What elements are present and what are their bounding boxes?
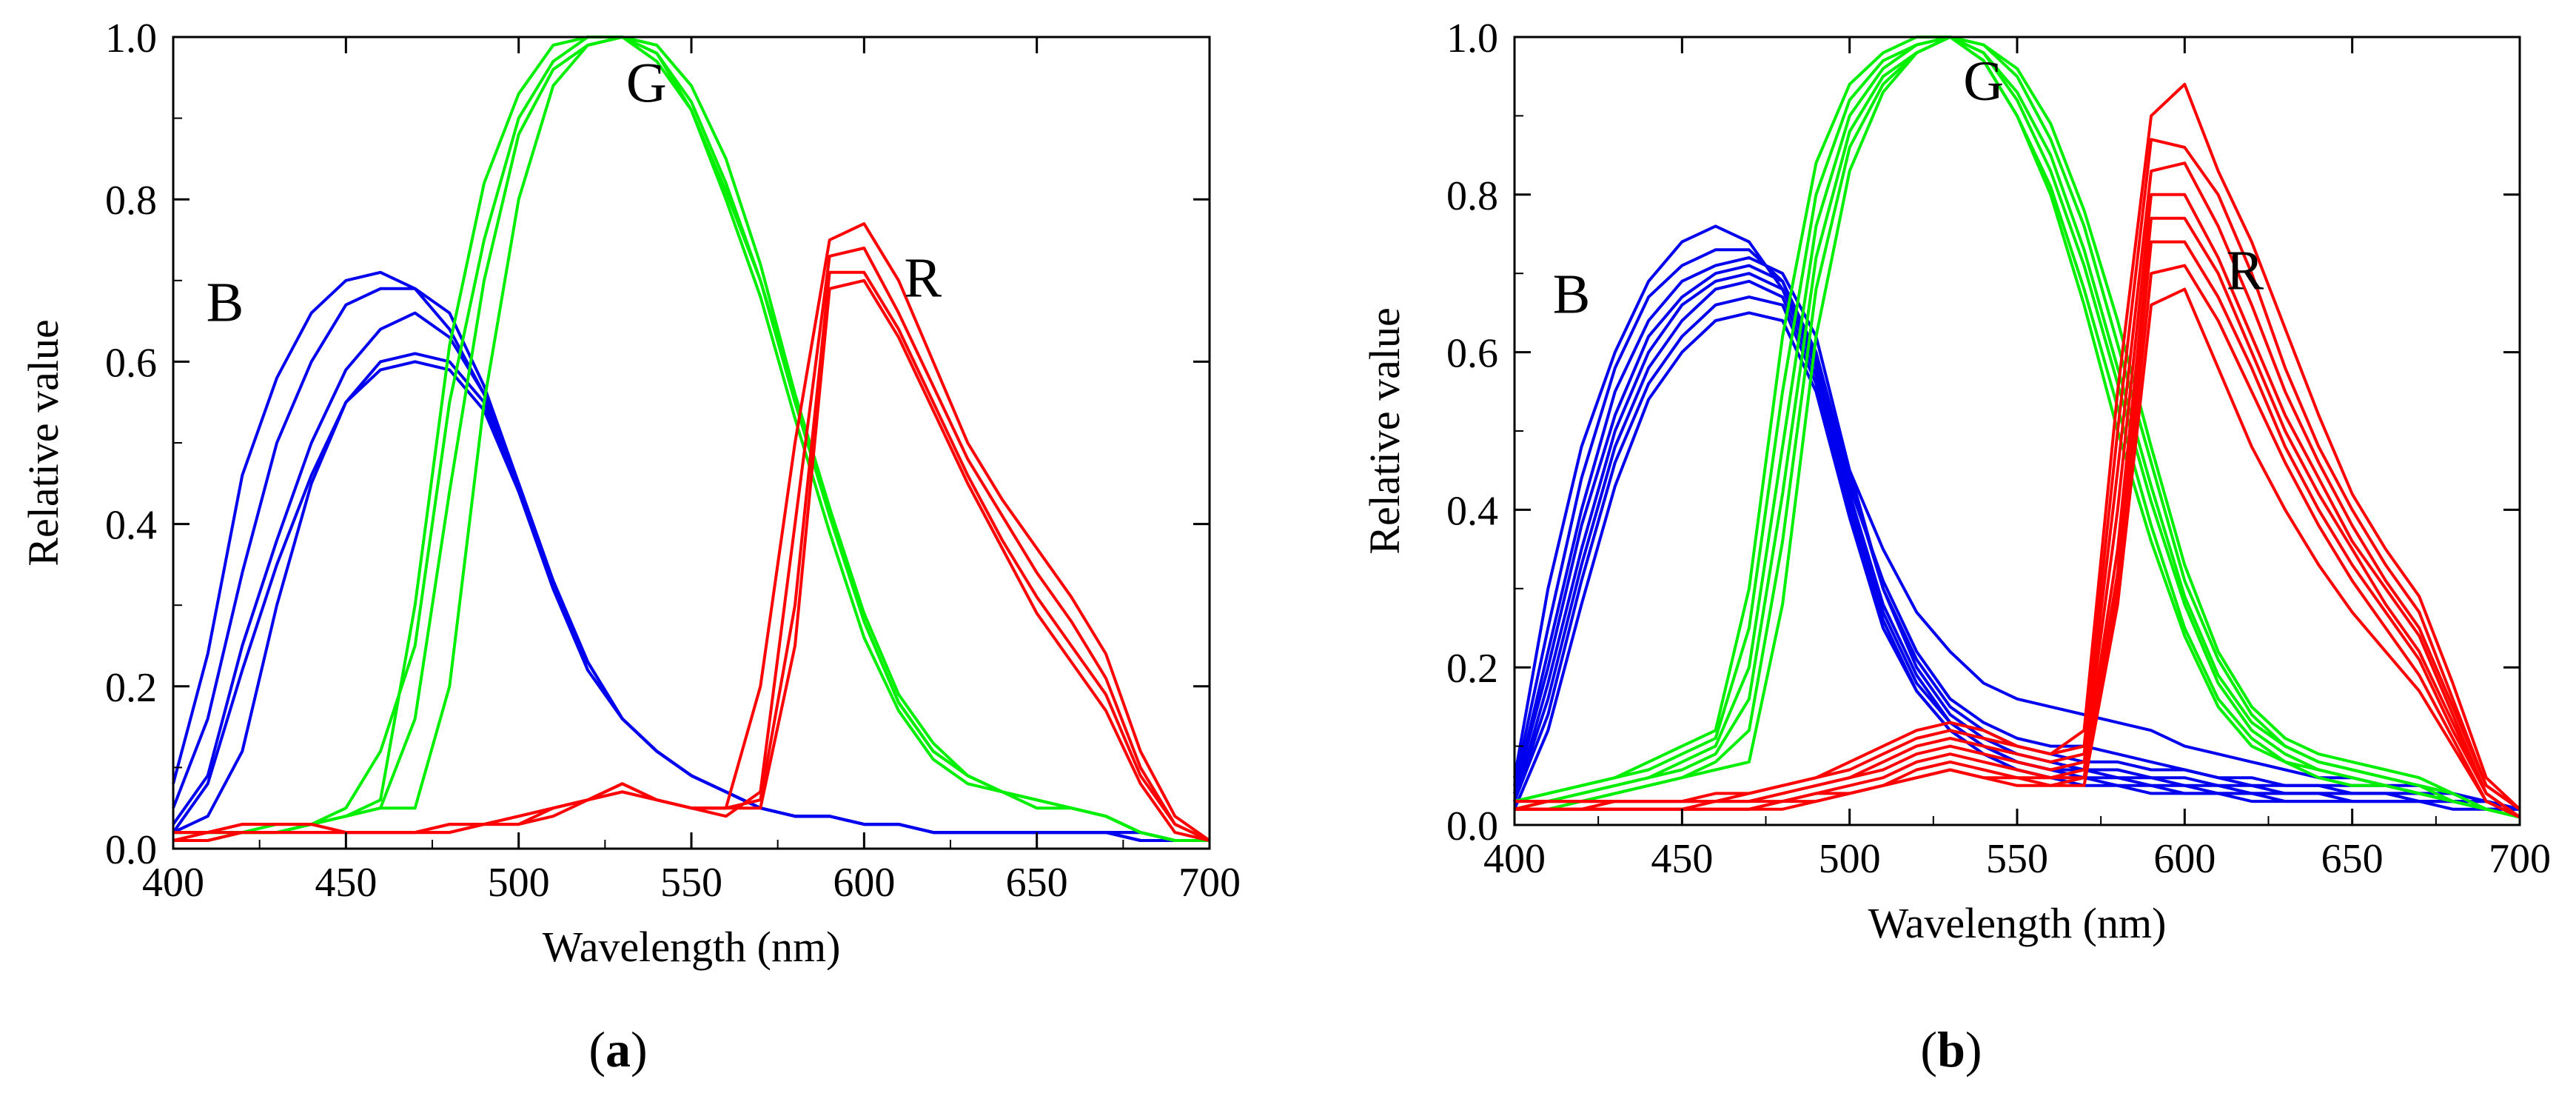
panel-caption-b-open: ( — [1920, 1021, 1937, 1077]
y-tick-label-0.8-b: 0.8 — [1446, 173, 1498, 219]
y-tick-label-0.0-a: 0.0 — [105, 827, 157, 873]
tick-labels-b: 400 450 500 550 600 650 700 0.0 0.2 0.4 0.6 0.8 1.0 — [1446, 16, 2551, 882]
annotations-a: B G R — [207, 53, 942, 334]
ticks-b — [1513, 36, 2521, 826]
y-axis-title-b: Relative value — [1361, 307, 1409, 554]
x-tick-label-700-b: 700 — [2489, 836, 2551, 882]
annotations-b: B G R — [1553, 50, 2264, 325]
x-tick-label-550-a: 550 — [660, 860, 722, 906]
y-tick-label-0.0-b: 0.0 — [1446, 803, 1498, 849]
chart-panel-b: 400 450 500 550 600 650 7000.00.20.40.60.81.0 … — [1361, 16, 2551, 1077]
ticks-a — [172, 36, 1211, 850]
x-tick-label-600-a: 600 — [833, 860, 895, 906]
panel-caption-b-close: ) — [1965, 1021, 1982, 1077]
panel-caption-a-close: ) — [631, 1021, 648, 1077]
panel-caption-a-letter: a — [606, 1021, 631, 1077]
y-axis-title-a: Relative value — [19, 319, 67, 566]
x-axis-title-b: Wavelength (nm) — [1868, 899, 2167, 947]
panel-caption-a-open: ( — [588, 1021, 606, 1077]
series-line-g-6-b — [1515, 36, 2520, 819]
y-tick-label-0.8-a: 0.8 — [105, 178, 157, 224]
series-label-r-a: R — [904, 247, 942, 310]
y-tick-label-0.4-a: 0.4 — [105, 503, 157, 549]
x-tick-label-700-a: 700 — [1178, 860, 1241, 906]
chart-panel-a: 400 450 500 550 600 650 7000.00.20.40.60.81.0 … — [19, 16, 1241, 1077]
y-tick-label-0.2-a: 0.2 — [105, 665, 157, 711]
x-tick-label-500-b: 500 — [1819, 836, 1881, 882]
panel-caption-b-letter: b — [1937, 1021, 1965, 1077]
tick-labels-a: 400 450 500 550 600 650 700 0.0 0.2 0.4 0.6 0.8 1.0 — [105, 16, 1241, 906]
x-tick-label-600-b: 600 — [2153, 836, 2216, 882]
x-tick-label-650-b: 650 — [2321, 836, 2384, 882]
x-tick-label-450-b: 450 — [1651, 836, 1713, 882]
series-line-g-1-b — [1514, 36, 2520, 819]
y-tick-label-0.4-b: 0.4 — [1446, 488, 1498, 534]
series-line-r-4-b — [1515, 193, 2521, 819]
x-tick-label-400-b: 400 — [1483, 836, 1546, 882]
x-tick-label-550-b: 550 — [1986, 836, 2048, 882]
series-line-g-4-a — [173, 36, 1210, 842]
panel-caption-b: (b) — [1920, 1021, 1982, 1077]
series-label-g-b: G — [1963, 50, 2004, 113]
y-tick-label-0.2-b: 0.2 — [1446, 646, 1498, 692]
panel-caption-a: (a) — [588, 1021, 647, 1077]
series-label-b-a: B — [207, 272, 244, 334]
x-tick-label-450-a: 450 — [315, 860, 377, 906]
x-tick-label-400-a: 400 — [142, 860, 204, 906]
series-label-r-b: R — [2226, 239, 2264, 301]
y-tick-label-0.6-b: 0.6 — [1446, 331, 1498, 377]
x-tick-label-650-a: 650 — [1006, 860, 1068, 906]
y-tick-label-0.6-a: 0.6 — [105, 340, 157, 386]
series-label-b-b: B — [1553, 263, 1591, 325]
plot-lines-b — [1513, 36, 2521, 819]
series-line-g-3-b — [1514, 36, 2520, 819]
y-tick-label-1.0-a: 1.0 — [105, 16, 157, 61]
x-tick-label-500-a: 500 — [488, 860, 550, 906]
x-axis-title-a: Wavelength (nm) — [543, 923, 841, 971]
series-label-g-a: G — [626, 53, 667, 115]
y-tick-label-1.0-b: 1.0 — [1446, 16, 1498, 61]
